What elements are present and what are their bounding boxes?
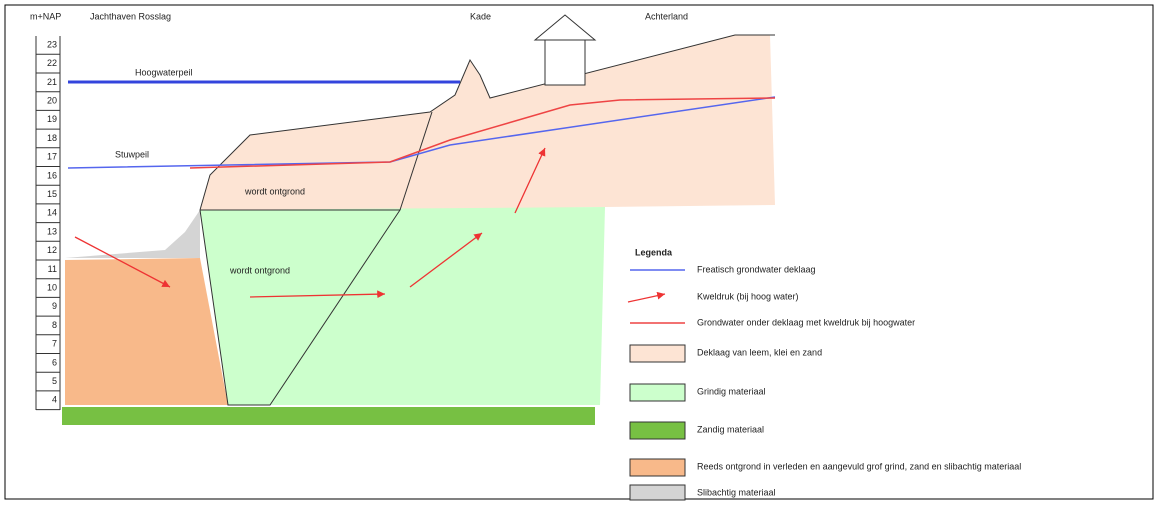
legend-swatch bbox=[629, 458, 686, 477]
legend-label: Grondwater onder deklaag met kweldruk bi… bbox=[697, 317, 915, 327]
legend-label: Grindig materiaal bbox=[697, 386, 766, 396]
scale-label: 9 bbox=[52, 301, 57, 311]
legend-label: Zandig materiaal bbox=[697, 424, 764, 434]
scale-label: 23 bbox=[47, 39, 57, 49]
annotation: Hoogwaterpeil bbox=[135, 67, 193, 77]
header-middle: Kade bbox=[470, 11, 491, 21]
frame bbox=[4, 4, 1154, 500]
legend-label: Freatisch grondwater deklaag bbox=[697, 264, 816, 274]
header-right: Achterland bbox=[645, 11, 688, 21]
legend-title: Legenda bbox=[635, 247, 673, 257]
silt bbox=[65, 210, 200, 258]
scale-label: 12 bbox=[47, 245, 57, 255]
scale-label: 13 bbox=[47, 226, 57, 236]
legend-swatch bbox=[629, 383, 686, 402]
seepage-arrows bbox=[74, 147, 546, 299]
gravel bbox=[200, 207, 605, 405]
scale-label: 22 bbox=[47, 58, 57, 68]
legend-label: Deklaag van leem, klei en zand bbox=[697, 347, 822, 357]
house bbox=[544, 39, 586, 86]
scale-label: 5 bbox=[52, 376, 57, 386]
scale-label: 21 bbox=[47, 77, 57, 87]
scale-label: 17 bbox=[47, 152, 57, 162]
house-roof bbox=[533, 14, 597, 41]
scale-label: 4 bbox=[52, 395, 57, 405]
legend-swatch bbox=[629, 421, 686, 440]
backfill bbox=[65, 258, 228, 405]
scale-label: 16 bbox=[47, 170, 57, 180]
scale-label: 8 bbox=[52, 320, 57, 330]
scale-label: 7 bbox=[52, 339, 57, 349]
legend-label: Reeds ontgrond in verleden en aangevuld … bbox=[697, 461, 1021, 471]
scale-label: 19 bbox=[47, 114, 57, 124]
cover-layer bbox=[200, 35, 775, 210]
legend: Freatisch grondwater deklaag Kweldruk (bi… bbox=[627, 264, 1021, 501]
header-left: Jachthaven Rosslag bbox=[90, 11, 171, 21]
excavation-edge bbox=[399, 111, 433, 211]
legend-swatch bbox=[629, 344, 686, 363]
annotation: Stuwpeil bbox=[115, 149, 149, 159]
legend-swatch bbox=[629, 484, 686, 501]
scale: 23 22 21 20 19 18 17 16 15 14 13 12 11 10 9 8 7 6 5 4 bbox=[35, 36, 61, 411]
annotation: wordt ontgrond bbox=[244, 186, 305, 196]
scale-label: 15 bbox=[47, 189, 57, 199]
scale-label: 10 bbox=[47, 282, 57, 292]
scale-label: 18 bbox=[47, 133, 57, 143]
legend-arrow bbox=[627, 291, 666, 303]
scale-label: 11 bbox=[48, 264, 57, 274]
scale-label: 14 bbox=[47, 208, 57, 218]
scale-label: 20 bbox=[47, 95, 57, 105]
groundwater-line bbox=[67, 96, 776, 169]
annotation: wordt ontgrond bbox=[229, 265, 290, 275]
excavation bbox=[199, 209, 401, 406]
scale-label: 6 bbox=[52, 357, 57, 367]
surface bbox=[199, 34, 775, 211]
seepage-line bbox=[189, 97, 776, 169]
unit: m+NAP bbox=[30, 11, 61, 21]
legend-label: Slibachtig materiaal bbox=[697, 487, 776, 497]
sand bbox=[62, 407, 595, 425]
legend-label: Kweldruk (bij hoog water) bbox=[697, 291, 799, 301]
